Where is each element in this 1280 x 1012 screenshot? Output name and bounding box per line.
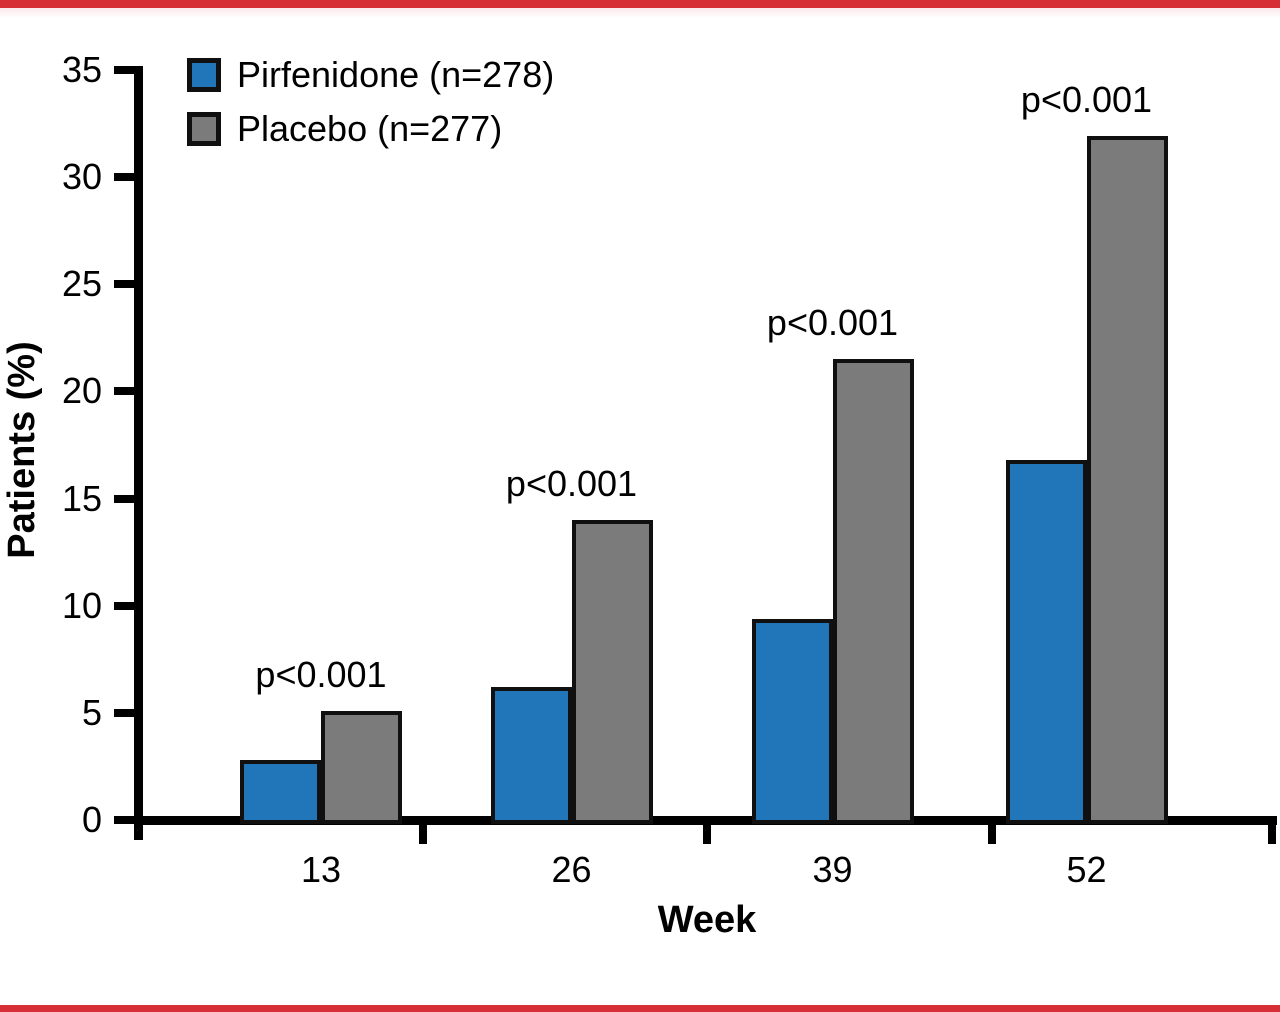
y-tick-5 bbox=[114, 708, 134, 717]
x-tick-label-13: 13 bbox=[300, 849, 342, 890]
x-tick-0 bbox=[419, 824, 427, 844]
legend-label-placebo: Placebo (n=277) bbox=[237, 108, 503, 149]
x-tick-1 bbox=[703, 824, 711, 844]
y-tick-30 bbox=[114, 173, 134, 182]
x-axis-title: Week bbox=[657, 899, 757, 941]
y-tick-label-15: 15 bbox=[61, 477, 102, 519]
bar-pirfenidone-week-13 bbox=[240, 760, 321, 824]
y-tick-0 bbox=[114, 816, 134, 824]
y-tick-35 bbox=[114, 66, 134, 74]
y-tick-label-30: 30 bbox=[61, 156, 102, 198]
p-value-label-week-39: p<0.001 bbox=[766, 302, 899, 344]
x-tick-3 bbox=[1268, 824, 1276, 844]
bar-placebo-week-52 bbox=[1086, 136, 1168, 824]
y-tick-label-5: 5 bbox=[81, 691, 102, 733]
x-tick-label-26: 26 bbox=[551, 849, 592, 890]
y-tick-label-10: 10 bbox=[61, 584, 102, 626]
bar-placebo-week-13 bbox=[321, 710, 402, 824]
legend-item-pirfenidone: Pirfenidone (n=278) bbox=[187, 54, 555, 95]
bar-placebo-week-39 bbox=[832, 359, 914, 824]
x-axis-line bbox=[134, 816, 1277, 825]
top-accent-border bbox=[0, 0, 1280, 8]
bar-pirfenidone-week-52 bbox=[1005, 460, 1087, 824]
y-tick-15 bbox=[114, 494, 134, 503]
bar-pirfenidone-week-39 bbox=[751, 618, 833, 824]
legend-label-pirfenidone: Pirfenidone (n=278) bbox=[237, 54, 555, 95]
y-axis-title: Patients (%) bbox=[1, 341, 43, 559]
legend-swatch-pirfenidone bbox=[187, 58, 221, 92]
bar-pirfenidone-week-26 bbox=[490, 687, 572, 824]
legend-item-placebo: Placebo (n=277) bbox=[187, 108, 554, 149]
x-tick-label-52: 52 bbox=[1066, 849, 1107, 890]
y-tick-25 bbox=[114, 280, 134, 289]
legend-swatch-placebo bbox=[187, 112, 221, 146]
bar-placebo-week-26 bbox=[571, 520, 653, 824]
y-tick-label-25: 25 bbox=[61, 263, 102, 305]
y-axis-line bbox=[134, 66, 143, 840]
y-tick-label-35: 35 bbox=[61, 49, 102, 90]
p-value-label-week-13: p<0.001 bbox=[255, 653, 387, 695]
y-tick-10 bbox=[114, 601, 134, 610]
p-value-label-week-26: p<0.001 bbox=[505, 463, 638, 504]
top-accent-fade bbox=[0, 8, 1280, 18]
p-value-label-week-52: p<0.001 bbox=[1020, 79, 1153, 121]
y-tick-label-20: 20 bbox=[61, 370, 102, 412]
bottom-accent-border bbox=[0, 1005, 1280, 1012]
legend: Pirfenidone (n=278) Placebo (n=277) bbox=[187, 54, 555, 166]
y-tick-label-0: 0 bbox=[81, 799, 102, 840]
x-tick-label-39: 39 bbox=[812, 849, 853, 890]
x-tick-2 bbox=[988, 824, 996, 844]
y-tick-20 bbox=[114, 387, 134, 396]
